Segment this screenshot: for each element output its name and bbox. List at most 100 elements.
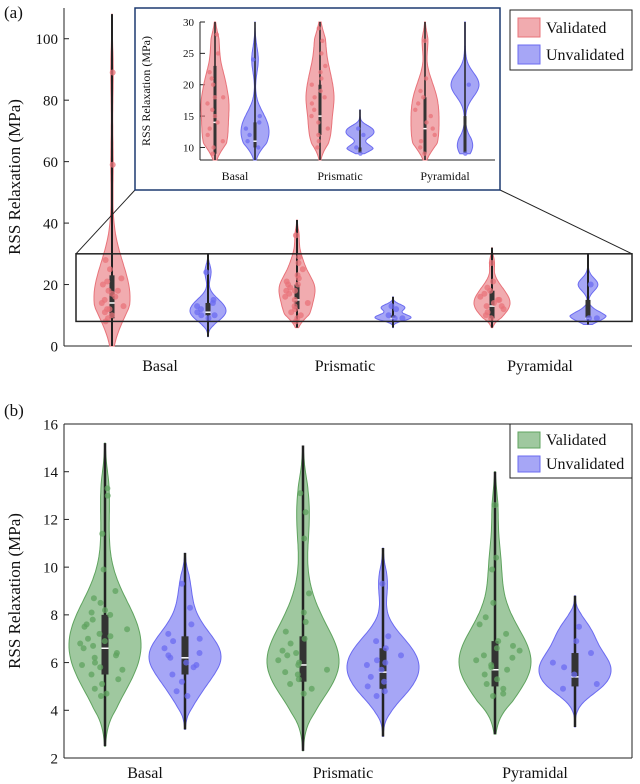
data-point <box>300 690 307 697</box>
data-point <box>165 630 172 637</box>
data-point <box>284 652 291 659</box>
data-point <box>99 530 106 537</box>
data-point <box>109 161 116 168</box>
data-point <box>488 260 495 266</box>
data-point <box>494 676 501 683</box>
data-point <box>256 145 261 150</box>
y-tick-label: 14 <box>43 465 59 481</box>
data-point <box>107 611 114 618</box>
data-point <box>493 645 500 652</box>
data-point <box>490 693 496 699</box>
data-point <box>374 657 380 664</box>
data-point <box>500 306 507 313</box>
data-point <box>398 652 404 659</box>
data-point <box>399 315 406 322</box>
iqr-box-validated-basal <box>101 614 109 675</box>
data-point <box>319 76 324 81</box>
data-point <box>288 309 295 316</box>
data-point <box>382 645 389 652</box>
data-point <box>296 253 303 260</box>
data-point <box>109 69 116 76</box>
data-point <box>92 659 98 666</box>
x-tick-label-prismatic: Prismatic <box>315 358 375 375</box>
data-point <box>549 659 556 666</box>
data-point <box>382 659 389 666</box>
data-point <box>490 599 497 606</box>
legend-swatch-validated <box>517 17 541 38</box>
data-point <box>373 693 380 699</box>
data-point <box>183 659 190 666</box>
data-point <box>245 139 250 144</box>
iqr-box-unvalidated-pyramidal <box>463 116 467 154</box>
data-point <box>318 88 323 94</box>
data-point <box>215 120 220 125</box>
iqr-box-unvalidated-basal <box>181 636 189 675</box>
data-point <box>490 278 497 285</box>
data-point <box>282 293 289 300</box>
data-point <box>257 120 262 125</box>
data-point <box>207 70 212 75</box>
panel-b: 2 4 6 8 10 12 14 16 RSS Relaxation (MPa) Basal Pri… <box>5 417 633 782</box>
data-point <box>100 566 107 573</box>
data-point <box>312 95 317 100</box>
data-point <box>363 662 370 668</box>
data-point <box>381 688 388 695</box>
y-tick-label: 25 <box>183 48 195 60</box>
data-point <box>209 300 216 306</box>
data-point <box>593 315 600 322</box>
data-point <box>495 296 502 303</box>
data-point <box>89 616 96 623</box>
data-point <box>379 580 386 587</box>
zoom-connector-left <box>75 189 136 255</box>
data-point <box>482 614 489 621</box>
legend-swatch-unvalidated <box>517 455 541 473</box>
iqr-box-unvalidated-basal <box>253 122 257 148</box>
data-point <box>509 654 516 661</box>
data-point <box>428 113 433 119</box>
x-tick-label-pyramidal: Pyramidal <box>502 765 568 782</box>
data-point <box>422 151 427 156</box>
data-point <box>356 126 361 131</box>
data-point <box>573 638 580 645</box>
data-point <box>297 490 304 497</box>
data-point <box>90 595 97 602</box>
data-point <box>170 638 177 645</box>
data-point <box>316 120 321 125</box>
data-point <box>294 281 301 288</box>
data-point <box>381 678 388 685</box>
data-point <box>247 132 252 138</box>
data-point <box>300 609 307 616</box>
data-point <box>287 681 294 687</box>
legend-label-unvalidated: Unvalidated <box>546 456 624 473</box>
data-point <box>516 647 523 654</box>
y-tick-label: 100 <box>36 32 59 48</box>
data-point <box>322 95 327 100</box>
data-point <box>91 685 98 692</box>
iqr-box-validated-basal <box>213 65 217 154</box>
data-point <box>210 151 215 156</box>
y-tick-label: 16 <box>43 417 59 433</box>
iqr-box-validated-prismatic <box>318 84 322 135</box>
y-tick-label: 20 <box>43 278 58 294</box>
data-point <box>561 664 568 671</box>
data-point <box>103 690 110 697</box>
data-point <box>495 638 502 645</box>
data-point <box>306 590 312 597</box>
data-point <box>364 683 371 690</box>
data-point <box>576 623 582 630</box>
data-point <box>301 635 308 642</box>
data-point <box>88 671 95 678</box>
data-point <box>422 38 427 43</box>
data-point <box>416 101 421 106</box>
data-point <box>112 293 119 300</box>
data-point <box>118 275 125 282</box>
data-point <box>304 300 311 306</box>
data-point <box>510 642 516 649</box>
x-tick-label-pyramidal: Pyramidal <box>507 358 573 375</box>
x-tick-label-pyramidal: Pyramidal <box>420 169 470 183</box>
y-tick-label: 10 <box>183 142 195 154</box>
data-point <box>205 101 210 106</box>
data-point <box>571 671 578 678</box>
data-point <box>393 306 400 313</box>
data-point <box>91 654 98 661</box>
